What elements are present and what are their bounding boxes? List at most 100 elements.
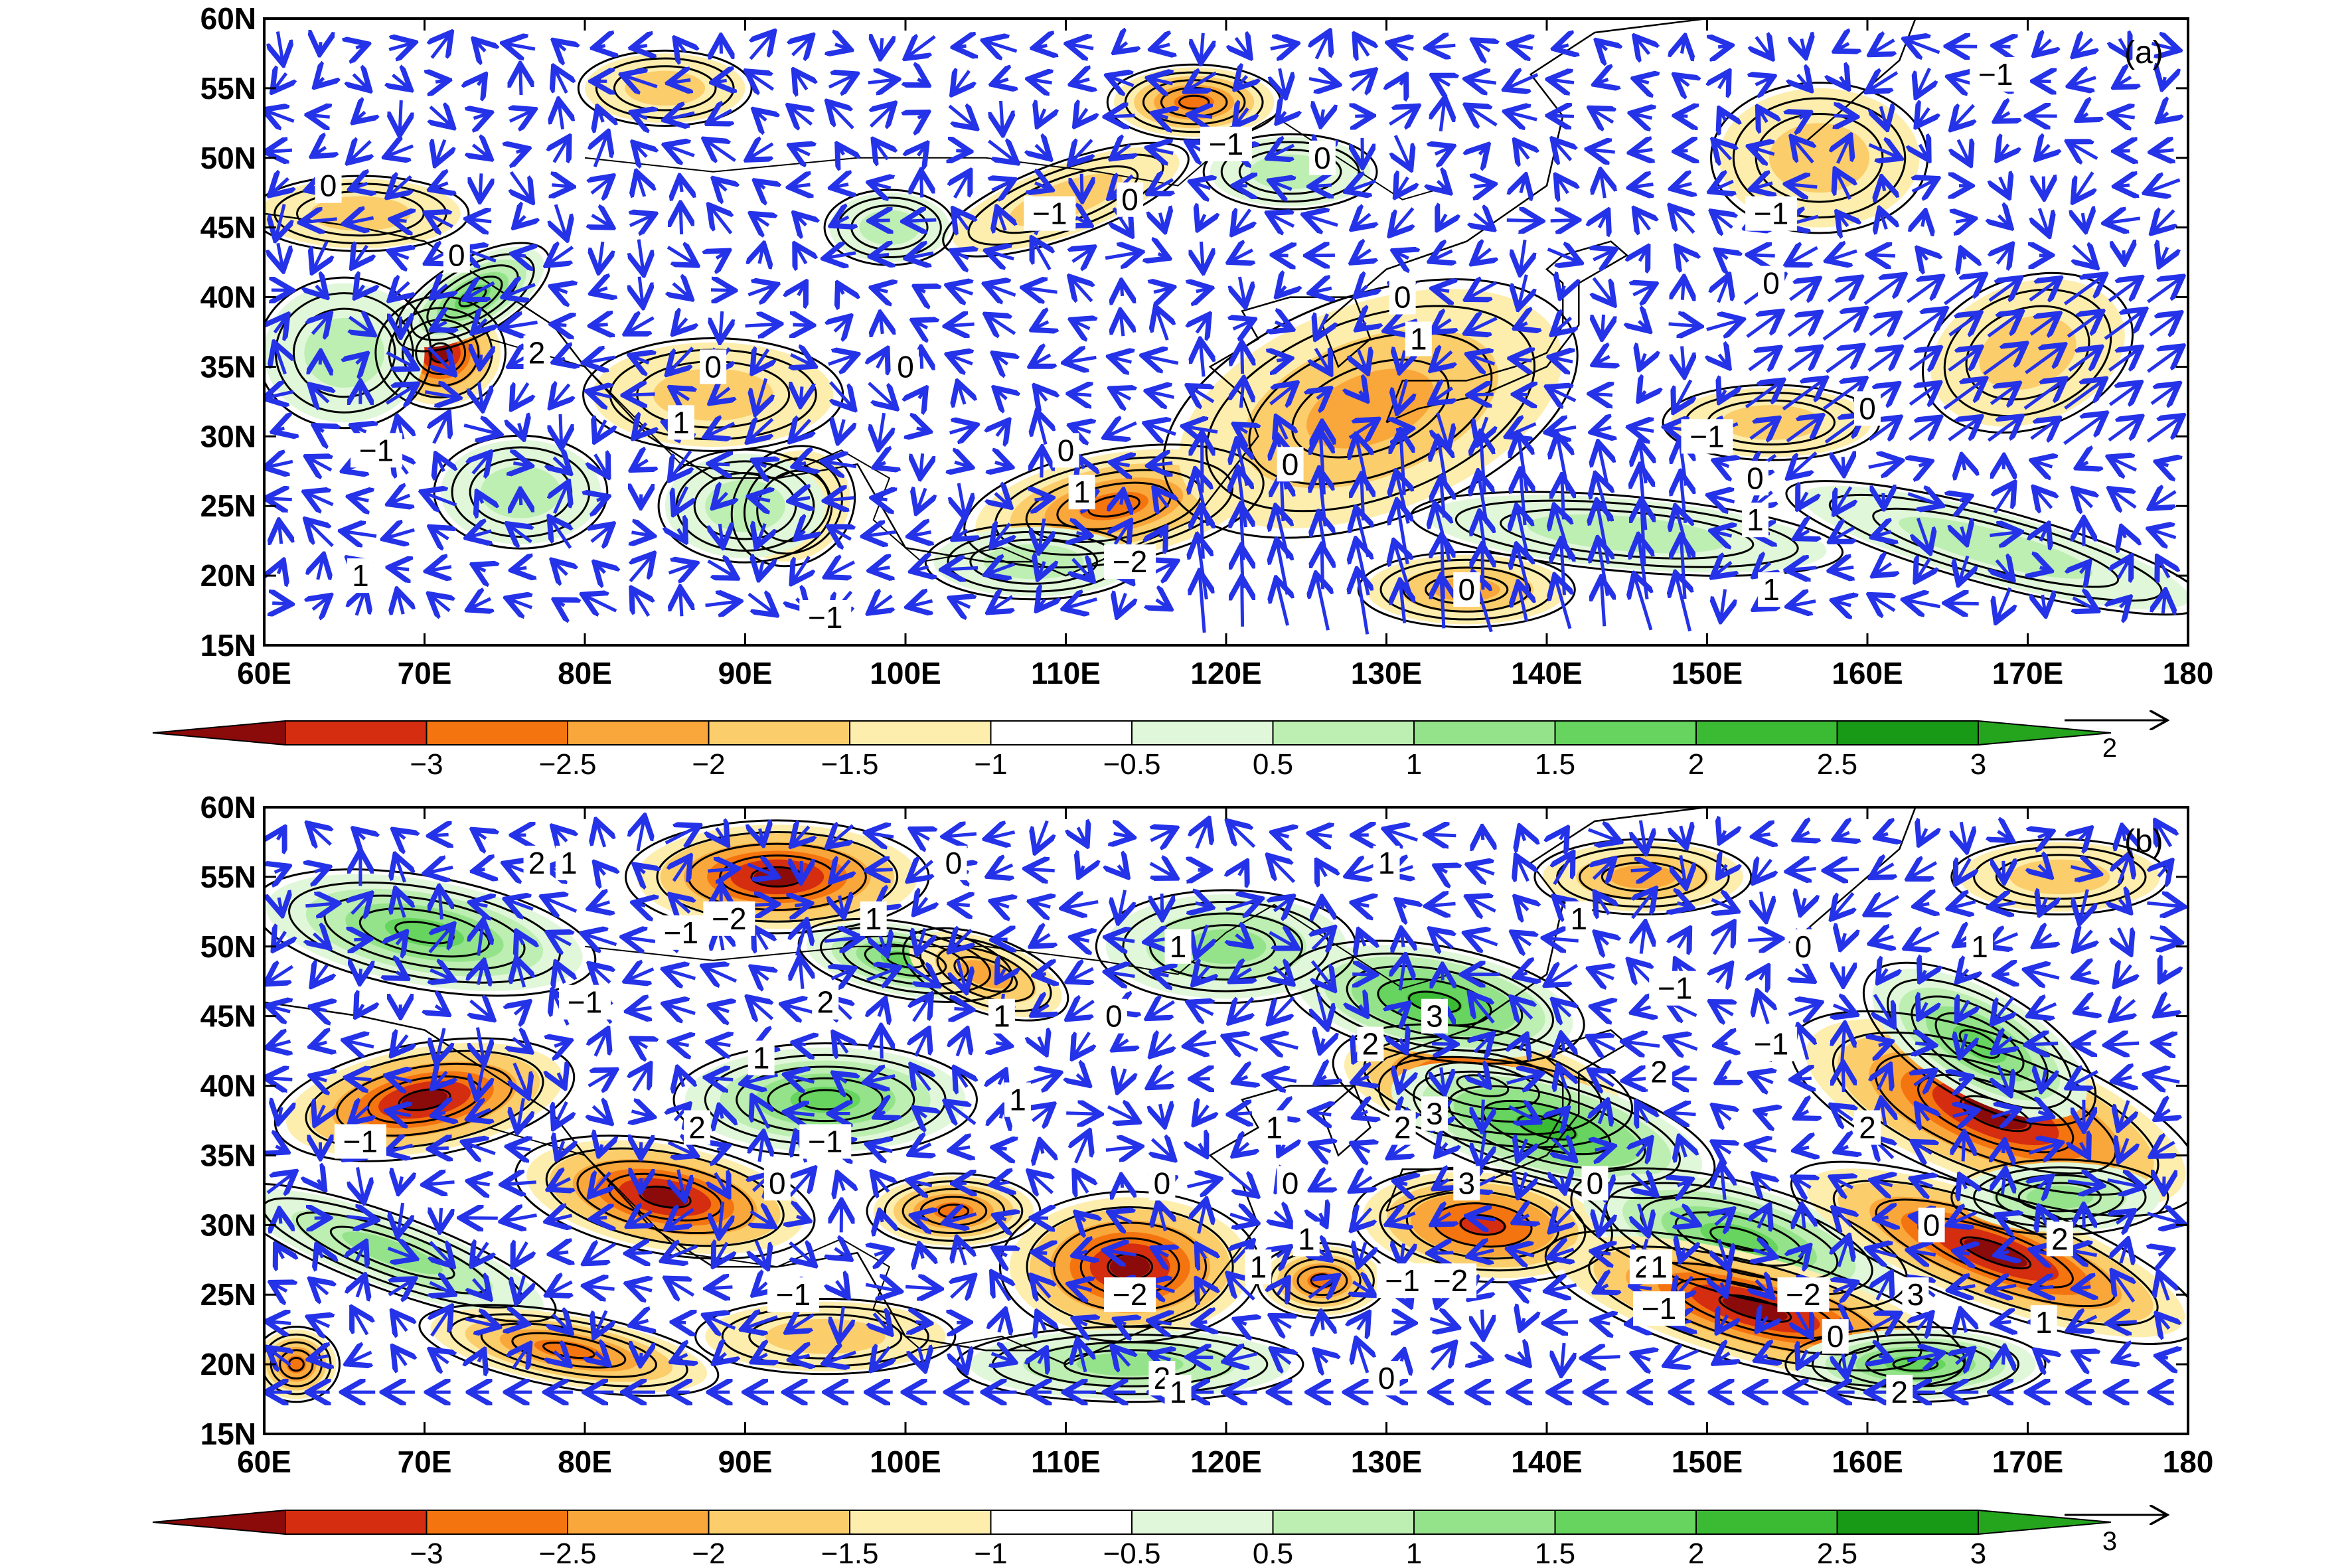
wind-vector [510, 599, 532, 608]
wind-vector [516, 216, 525, 225]
colorbar-end-left [152, 720, 286, 746]
wind-vector [1114, 834, 1131, 837]
wind-vector [635, 145, 647, 157]
wind-vector [1635, 1007, 1650, 1012]
wind-vector [1280, 68, 1285, 94]
wind-vector [1717, 462, 1729, 467]
wind-vector [1547, 1322, 1579, 1323]
contour-label: 0 [1747, 461, 1764, 495]
wind-vector [1520, 239, 1525, 271]
wind-vector [835, 44, 848, 49]
wind-vector [2163, 593, 2165, 613]
wind-vector [554, 1252, 569, 1254]
wind-vector [639, 276, 643, 304]
wind-vector [1961, 821, 1966, 848]
wind-vector [514, 1242, 527, 1263]
wind-vector [839, 420, 844, 439]
wind-vector [1560, 831, 1565, 840]
wind-vector [918, 929, 925, 951]
wind-vector [1156, 114, 1168, 118]
wind-vector [471, 599, 491, 609]
wind-vector [1990, 934, 2019, 945]
wind-vector [2116, 1077, 2132, 1081]
wind-vector [520, 493, 521, 506]
wind-vector [1595, 1007, 1611, 1011]
y-tick-label: 20N [200, 558, 256, 593]
wind-vector [638, 819, 644, 852]
wind-vector [947, 834, 977, 836]
contour-label: 1 [753, 1041, 770, 1075]
wind-vector [1827, 279, 1859, 303]
wind-vector [477, 1027, 483, 1061]
wind-vector [554, 1042, 567, 1046]
wind-vector [1113, 358, 1132, 362]
wind-vector [637, 175, 645, 197]
wind-vector [1678, 249, 1687, 262]
wind-vector [717, 1147, 725, 1150]
wind-vector [558, 601, 565, 605]
wind-vector [2036, 490, 2051, 508]
wind-vector [1515, 934, 1531, 945]
wind-vector [1983, 346, 2023, 376]
wind-vector [2043, 177, 2044, 195]
wind-vector [1075, 1134, 1088, 1164]
wind-vector [1837, 173, 1850, 200]
wind-vector [678, 1071, 683, 1087]
wind-vector [1903, 311, 1944, 341]
contour-label: 3 [1426, 1097, 1443, 1131]
contour-label: −1 [1754, 196, 1788, 231]
anomaly-shade [859, 210, 920, 245]
wind-vector [2117, 77, 2131, 86]
colorbar-label: 2.5 [1817, 1537, 1857, 1568]
wind-vector [801, 386, 802, 402]
wind-vector [1636, 212, 1650, 230]
wind-vector [794, 826, 809, 844]
wind-vector [315, 147, 325, 155]
wind-vector [1987, 314, 2019, 338]
wind-vector [1078, 828, 1086, 843]
colorbar-label: −2.5 [539, 748, 597, 781]
wind-vector [876, 499, 887, 500]
wind-vector [908, 37, 936, 56]
wind-vector [347, 218, 374, 223]
wind-vector [354, 939, 366, 940]
wind-vector [1435, 319, 1451, 330]
wind-vector [1433, 352, 1451, 368]
contour-label-bg [1745, 196, 1798, 231]
wind-vector [836, 1075, 846, 1083]
contour-label: 1 [1170, 1375, 1187, 1409]
wind-vector [1908, 420, 1937, 440]
wind-vector [1522, 1318, 1525, 1327]
wind-vector [1039, 109, 1045, 123]
wind-vector [1714, 214, 1732, 228]
contour-label-bg [315, 168, 342, 203]
wind-vector [274, 1284, 287, 1291]
wind-vector [1187, 1180, 1217, 1187]
wind-vector [2077, 973, 2090, 977]
wind-vector [268, 150, 293, 151]
contour-label: 1 [1266, 1110, 1283, 1144]
wind-vector [1954, 106, 1974, 127]
wind-vector [597, 865, 605, 874]
wind-vector [1909, 385, 1937, 404]
contour-label: 1 [1571, 902, 1588, 936]
wind-vector [1789, 248, 1818, 263]
wind-vector [747, 285, 774, 295]
wind-vector [1482, 1099, 1484, 1128]
wind-vector [994, 1182, 1008, 1184]
wind-vector [1802, 1208, 1804, 1229]
wind-vector [1911, 862, 1938, 877]
contour-label: −1 [1754, 1027, 1788, 1061]
wind-vector [1996, 1322, 2011, 1324]
anomaly-shade [2026, 1185, 2094, 1209]
colorbar-box [708, 720, 850, 745]
wind-vector [354, 427, 366, 432]
wind-vector [1917, 558, 1930, 578]
wind-vector [1472, 996, 1495, 1024]
contour-label: 1 [993, 999, 1010, 1034]
wind-vector [1237, 426, 1247, 433]
wind-vector [1472, 394, 1494, 395]
contour-label: 2 [688, 1110, 706, 1144]
wind-vector [314, 1008, 326, 1011]
